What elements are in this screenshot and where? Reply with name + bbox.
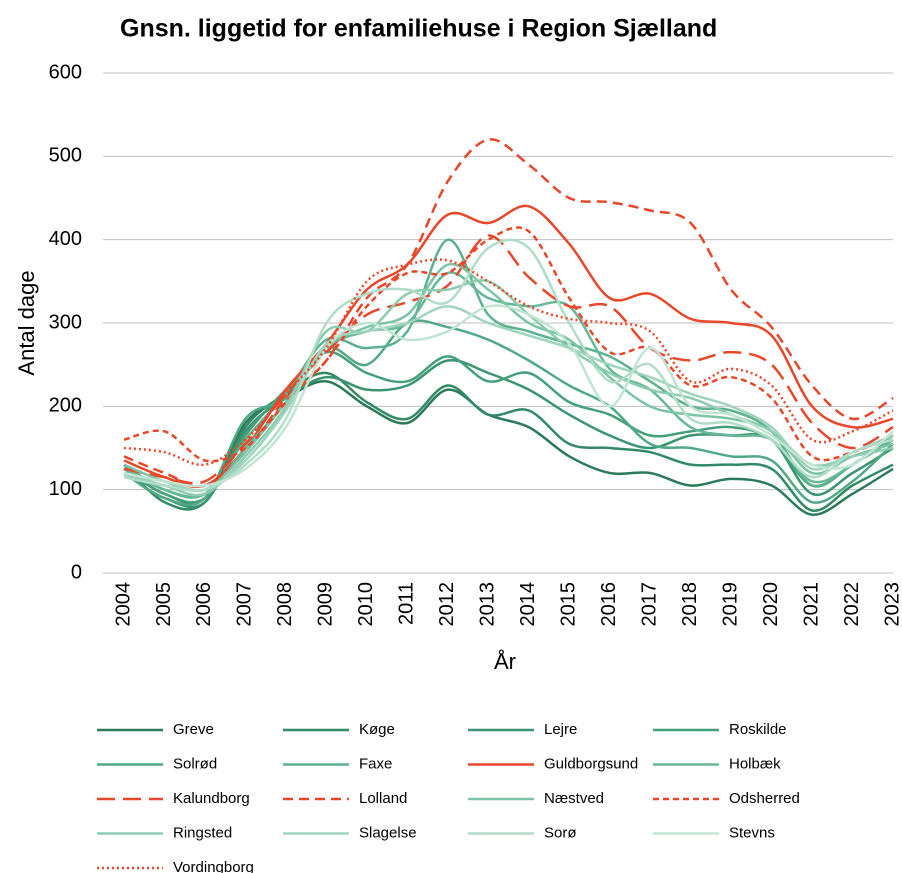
legend-label: Kalundborg (173, 790, 250, 807)
legend-label: Stevns (729, 824, 775, 841)
series-line (123, 226, 894, 463)
x-tick-label: 2012 (436, 582, 458, 627)
series-line (123, 238, 894, 493)
series-line (123, 234, 894, 485)
chart-title: Gnsn. liggetid for enfamiliehuse i Regio… (120, 15, 717, 43)
x-tick-label: 2019 (719, 582, 741, 627)
legend-label: Lolland (359, 790, 407, 807)
y-tick-label: 600 (49, 61, 82, 83)
y-tick-label: 0 (71, 561, 82, 583)
x-tick-label: 2010 (355, 582, 377, 627)
x-tick-label: 2017 (638, 582, 660, 627)
y-tick-label: 100 (49, 478, 82, 500)
legend-label: Næstved (544, 790, 604, 807)
x-tick-label: 2020 (760, 582, 782, 627)
y-tick-label: 200 (49, 395, 82, 417)
x-tick-label: 2014 (517, 582, 539, 627)
x-tick-label: 2013 (477, 582, 499, 627)
legend-label: Ringsted (173, 824, 232, 841)
y-tick-label: 400 (49, 228, 82, 250)
x-axis-title: År (494, 649, 516, 674)
x-tick-label: 2016 (598, 582, 620, 627)
y-tick-label: 300 (49, 311, 82, 333)
x-tick-label: 2009 (315, 582, 337, 627)
x-tick-label: 2022 (841, 582, 863, 627)
legend-label: Guldborgsund (544, 755, 638, 772)
y-axis-title: Antal dage (14, 270, 39, 375)
x-tick-label: 2008 (274, 582, 296, 627)
legend-label: Faxe (359, 755, 392, 772)
x-tick-label: 2005 (153, 582, 175, 627)
x-tick-label: 2023 (881, 582, 902, 627)
series-line (123, 371, 894, 512)
legend-label: Vordingborg (173, 859, 254, 873)
x-tick-label: 2004 (112, 582, 134, 627)
legend-label: Solrød (173, 755, 217, 772)
legend-label: Lejre (544, 721, 577, 738)
y-tick-label: 500 (49, 145, 82, 167)
x-tick-label: 2018 (679, 582, 701, 627)
x-tick-label: 2021 (800, 582, 822, 627)
legend-label: Roskilde (729, 721, 787, 738)
series-line (123, 380, 894, 516)
series-line (123, 305, 894, 492)
series-line (123, 279, 894, 497)
legend-label: Sorø (544, 824, 577, 841)
series-line (123, 258, 894, 467)
legend-label: Køge (359, 721, 395, 738)
legend-label: Slagelse (359, 824, 417, 841)
legend-label: Holbæk (729, 755, 781, 772)
series-line (123, 304, 894, 488)
x-tick-label: 2015 (557, 582, 579, 627)
series-line (123, 319, 894, 507)
legend-label: Greve (173, 721, 214, 738)
legend-label: Odsherred (729, 790, 800, 807)
x-tick-label: 2007 (234, 582, 256, 627)
x-tick-label: 2011 (396, 582, 418, 625)
x-tick-label: 2006 (193, 582, 215, 627)
